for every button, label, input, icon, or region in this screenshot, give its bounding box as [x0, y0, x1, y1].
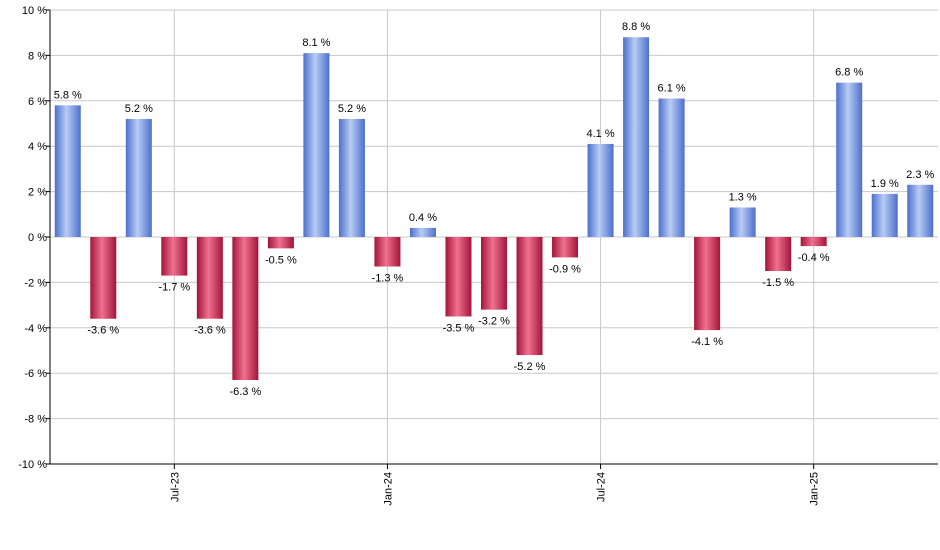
- bar: [445, 237, 472, 317]
- y-tick-label: 10 %: [22, 5, 47, 17]
- bar: [481, 237, 507, 310]
- bar: [907, 184, 934, 237]
- y-tick-label: 2 %: [28, 187, 47, 199]
- bar-value-label: -3.5 %: [443, 322, 475, 334]
- x-tick-label: Jul-23: [169, 472, 181, 502]
- bar: [232, 237, 259, 381]
- bar-value-label: 1.3 %: [729, 191, 757, 203]
- bar-value-label: 8.1 %: [302, 37, 330, 49]
- y-tick-label: -10 %: [18, 459, 47, 471]
- bar: [338, 118, 365, 237]
- y-tick-label: 4 %: [28, 141, 47, 153]
- bar-value-label: 5.8 %: [54, 89, 82, 101]
- bar: [374, 237, 401, 267]
- bar-value-label: -3.2 %: [478, 316, 510, 328]
- bar-value-label: 6.8 %: [835, 67, 863, 79]
- bar-value-label: 1.9 %: [871, 178, 899, 190]
- bar: [161, 237, 188, 276]
- bar: [90, 237, 117, 319]
- y-tick-label: -2 %: [24, 277, 47, 289]
- bars: [54, 37, 934, 381]
- bar: [552, 237, 579, 258]
- bar: [303, 53, 330, 237]
- bar-value-label: 8.8 %: [622, 21, 650, 33]
- bar-value-label: -0.9 %: [549, 263, 581, 275]
- bar: [196, 237, 223, 319]
- bar-value-label: 5.2 %: [125, 103, 153, 115]
- bar: [729, 207, 756, 237]
- bar-value-label: 2.3 %: [906, 169, 934, 181]
- bar-value-label: -1.3 %: [372, 273, 404, 285]
- bar-value-label: -0.4 %: [798, 252, 830, 264]
- bar: [836, 82, 863, 237]
- bar: [409, 227, 436, 237]
- bar: [125, 118, 152, 237]
- bar-value-label: -3.6 %: [194, 325, 226, 337]
- axes: -10 % -8 % -6 % -4 % -2 % 0 % 2 % 4 % 6 % 8 % 10 %…: [18, 5, 938, 506]
- data-labels: 5.8 % -3.6 % 5.2 % -1.7 % -3.6 % -6.3 % -0.5 %…: [54, 21, 935, 398]
- bar: [54, 105, 81, 237]
- bar: [800, 237, 827, 247]
- bar-value-label: 5.2 %: [338, 103, 366, 115]
- y-tick-label: 8 %: [28, 50, 47, 62]
- y-tick-label: -6 %: [24, 368, 47, 380]
- y-tick-label: 6 %: [28, 96, 47, 108]
- bar-value-label: -1.5 %: [762, 277, 794, 289]
- bar-value-label: -6.3 %: [229, 386, 261, 398]
- bar: [871, 193, 898, 237]
- y-tick-label: -8 %: [24, 414, 47, 426]
- bar: [267, 237, 294, 249]
- y-tick-label: 0 %: [28, 232, 47, 244]
- bar-value-label: 6.1 %: [658, 83, 686, 95]
- bar-value-label: -0.5 %: [265, 254, 297, 266]
- y-tick-label: -4 %: [24, 323, 47, 335]
- bar: [694, 237, 721, 331]
- x-tick-label: Jul-24: [596, 472, 608, 502]
- bar: [587, 143, 614, 237]
- bar-value-label: -5.2 %: [514, 361, 546, 373]
- bar-value-label: 0.4 %: [409, 212, 437, 224]
- bar: [765, 237, 792, 272]
- x-tick-label: Jan-25: [809, 472, 821, 506]
- bar: [623, 37, 650, 237]
- bar-value-label: -1.7 %: [158, 282, 190, 294]
- x-tick-label: Jan-24: [382, 472, 394, 506]
- bar-value-label: 4.1 %: [586, 128, 614, 140]
- bar: [516, 237, 543, 356]
- bar-value-label: -4.1 %: [691, 336, 723, 348]
- bar-value-label: -3.6 %: [87, 325, 119, 337]
- bar: [658, 98, 685, 237]
